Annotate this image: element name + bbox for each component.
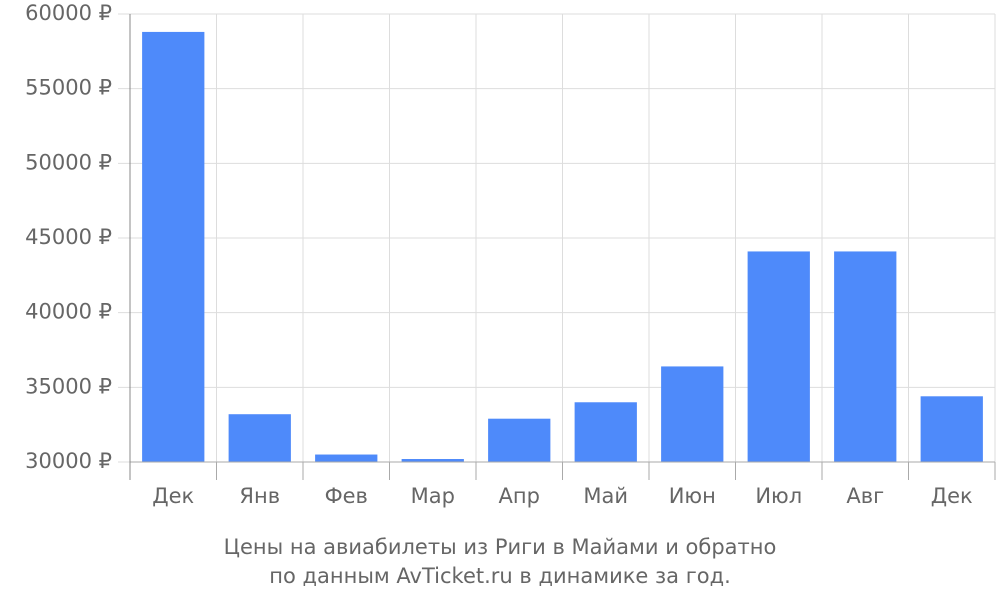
bar (401, 459, 464, 462)
x-tick-label: Янв (239, 484, 280, 508)
y-tick-label: 35000 ₽ (25, 374, 112, 398)
x-tick-label: Май (583, 484, 628, 508)
y-tick-label: 30000 ₽ (25, 449, 112, 473)
x-tick-label: Фев (325, 484, 368, 508)
caption: Цены на авиабилеты из Риги в Майами и об… (224, 535, 777, 559)
bar (834, 251, 897, 462)
y-tick-label: 40000 ₽ (25, 300, 112, 324)
x-tick-label: Авг (846, 484, 884, 508)
x-tick-label: Мар (411, 484, 455, 508)
bar (488, 418, 551, 462)
caption: по данным AvTicket.ru в динамике за год. (269, 564, 731, 588)
bar (574, 402, 637, 462)
bar (228, 414, 291, 462)
bar (747, 251, 810, 462)
x-tick-label: Апр (499, 484, 540, 508)
bar (142, 31, 205, 462)
x-tick-label: Дек (931, 484, 973, 508)
y-tick-label: 60000 ₽ (25, 1, 112, 25)
bar (661, 366, 724, 462)
bar (920, 396, 983, 462)
y-tick-label: 55000 ₽ (25, 76, 112, 100)
x-tick-label: Июн (669, 484, 716, 508)
y-tick-label: 50000 ₽ (25, 150, 112, 174)
y-tick-label: 45000 ₽ (25, 225, 112, 249)
x-tick-label: Дек (152, 484, 194, 508)
bar (315, 454, 378, 462)
x-tick-label: Июл (755, 484, 802, 508)
